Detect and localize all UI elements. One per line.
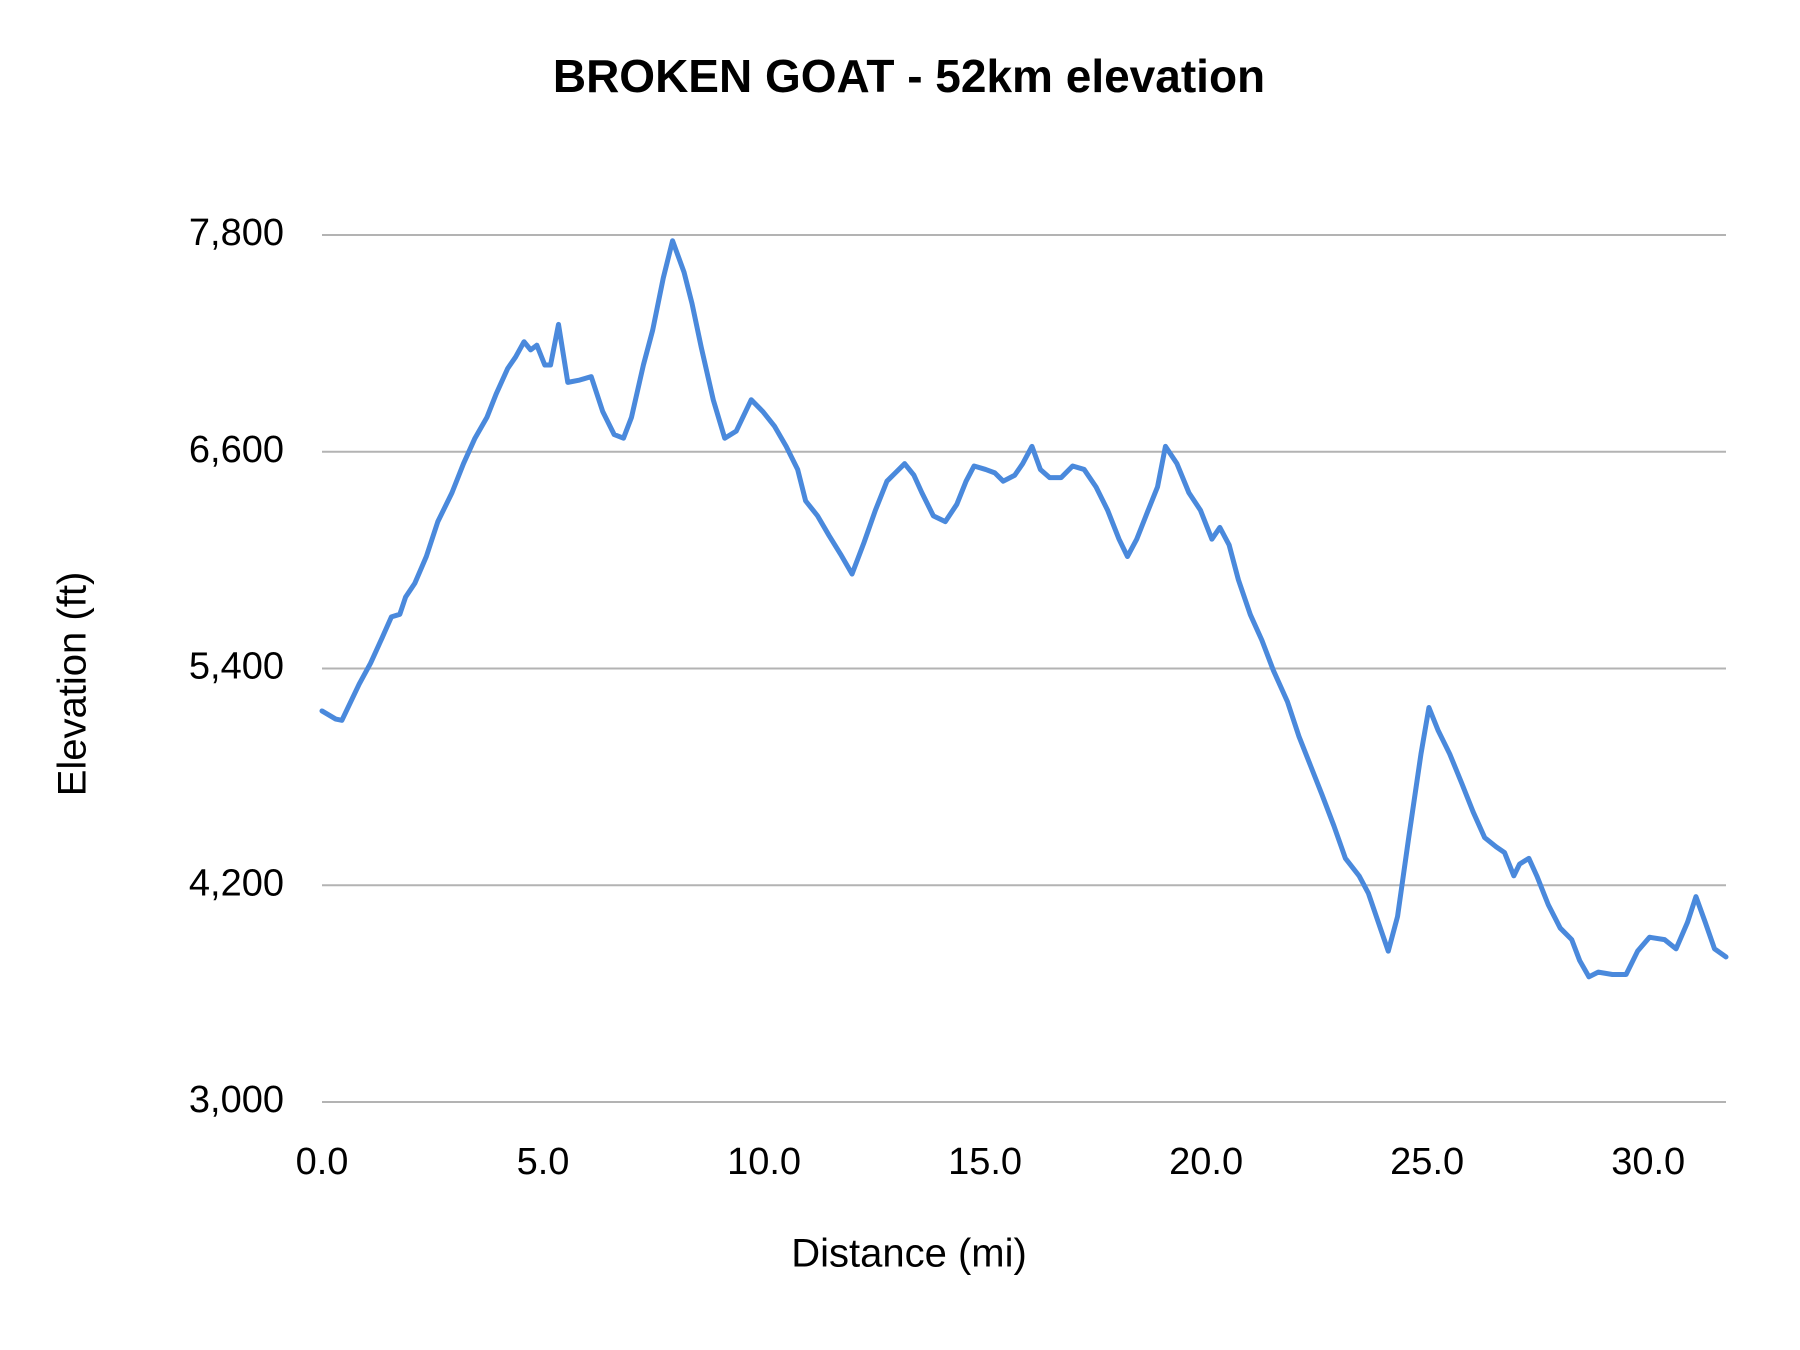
x-tick-label: 30.0 xyxy=(1611,1141,1685,1183)
elevation-line xyxy=(319,238,1729,980)
y-axis-label: Elevation (ft) xyxy=(51,572,95,797)
x-tick-label: 25.0 xyxy=(1390,1141,1464,1183)
y-tick-label: 4,200 xyxy=(189,862,284,904)
y-tick-label: 5,400 xyxy=(189,646,284,688)
y-tick-label: 7,800 xyxy=(189,212,284,254)
x-axis-label: Distance (mi) xyxy=(791,1232,1027,1276)
x-tick-label: 10.0 xyxy=(727,1141,801,1183)
chart-title: BROKEN GOAT - 52km elevation xyxy=(553,50,1265,102)
x-tick-label: 5.0 xyxy=(517,1141,570,1183)
x-tick-label: 15.0 xyxy=(948,1141,1022,1183)
x-tick-label: 20.0 xyxy=(1169,1141,1243,1183)
y-tick-label: 6,600 xyxy=(189,429,284,471)
x-tick-label: 0.0 xyxy=(296,1141,349,1183)
y-tick-label: 3,000 xyxy=(189,1079,284,1121)
